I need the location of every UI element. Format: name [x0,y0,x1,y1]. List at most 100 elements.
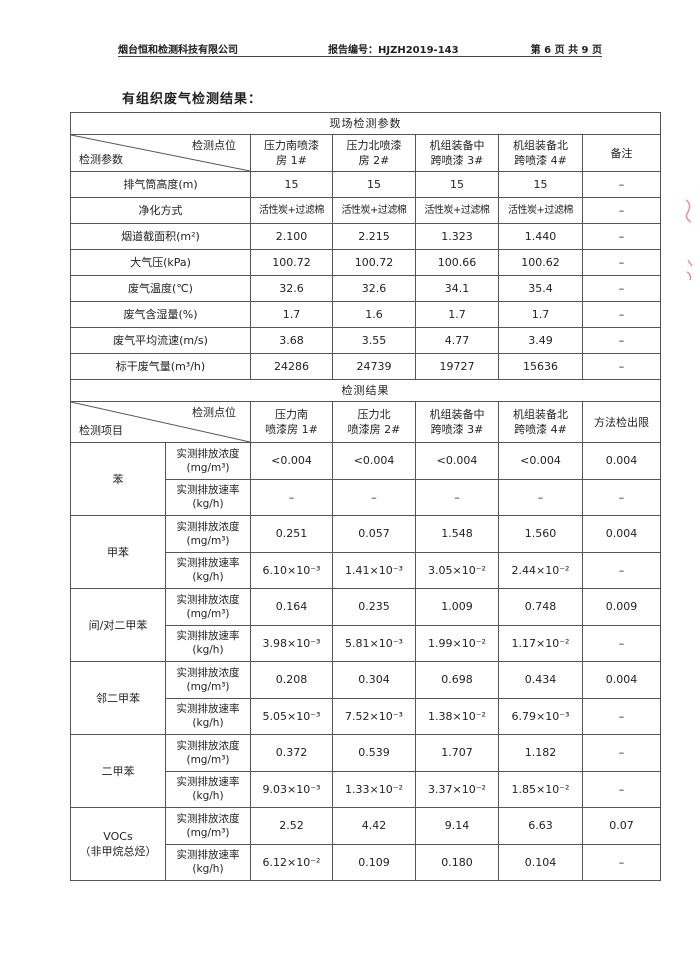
param-remark: – [581,171,662,198]
conc-label: 实测排放浓度 (mg/m³) [165,588,251,626]
corner-top-label: 检测点位 [192,406,236,419]
report-number: 报告编号：HJZH2019-143 [328,45,459,56]
pollutant-name: 苯 [70,442,166,516]
param-remark: – [581,275,662,302]
metric-unit: (kg/h) [192,717,224,730]
conc-label: 实测排放浓度 (mg/m³) [165,807,251,845]
rate-label: 实测排放速率 (kg/h) [165,624,251,662]
param-value: 15 [498,171,583,198]
column-line: 房 1# [276,154,307,167]
param-value: 3.49 [498,327,583,354]
rate-value: 3.98×10⁻³ [250,624,333,662]
conc-value: 4.42 [332,807,416,845]
column-line: 压力北喷漆 [346,139,402,152]
rate-value: 0.109 [332,843,416,881]
param-remark: – [581,327,662,354]
detection-limit: – [581,624,662,662]
result-row-rate: 实测排放速率 (kg/h) 3.98×10⁻³ 5.81×10⁻³ 1.99×10⁻² 1… [71,624,662,662]
column-line: 压力北 [357,408,391,421]
param-value: 活性炭+过滤棉 [250,197,333,224]
metric-name: 实测排放浓度 [176,739,240,752]
param-remark: – [581,223,662,250]
pollutant-name: 间/对二甲苯 [70,588,166,662]
conc-label: 实测排放浓度 (mg/m³) [165,442,251,480]
params-row: 大气压(kPa) 100.72 100.72 100.66 100.62– [70,249,662,276]
result-row-rate: 实测排放速率 (kg/h) 6.10×10⁻³ 1.41×10⁻³ 3.05×10⁻² 2… [71,551,662,589]
rate-value: 2.44×10⁻² [498,551,583,589]
param-value: 32.6 [332,275,416,302]
conc-value: 0.164 [250,588,333,626]
param-value: 19727 [415,353,499,380]
rate-value: 1.99×10⁻² [415,624,499,662]
result-row-rate: 实测排放速率 (kg/h) 5.05×10⁻³ 7.52×10⁻³ 1.38×10⁻² 6… [71,697,662,735]
params-section-title: 现场检测参数 [69,112,662,135]
conc-value: 0.251 [250,515,333,553]
section-title: 有组织废气检测结果： [122,92,263,107]
page-header: 烟台恒和检测科技有限公司 报告编号：HJZH2019-143 第 6 页 共 9… [118,40,602,57]
column-line: 喷漆房 2# [347,423,401,436]
column-line: 压力南喷漆 [264,139,319,152]
param-value: 活性炭+过滤棉 [332,197,416,224]
detection-limit: 0.009 [581,588,662,626]
corner-bottom-label: 检测项目 [79,424,123,437]
corner-top-label: 检测点位 [192,139,236,152]
param-value: 15636 [498,353,583,380]
rate-value: 5.81×10⁻³ [332,624,416,662]
rate-value: 6.10×10⁻³ [250,551,333,589]
param-remark: – [581,301,662,328]
rate-value: 3.37×10⁻² [415,770,499,808]
params-row: 净化方式 活性炭+过滤棉 活性炭+过滤棉 活性炭+过滤棉 活性炭+过滤棉 – [70,197,662,224]
metric-unit: (kg/h) [192,863,224,876]
pollutant-name-line: 苯 [112,472,124,486]
metric-unit: (kg/h) [192,571,224,584]
detection-limit: – [581,478,662,516]
metric-name: 实测排放浓度 [176,666,240,679]
result-row-conc: 二甲苯 实测排放浓度 (mg/m³) 0.372 0.539 1.707 1.182– [70,734,662,808]
metric-name: 实测排放浓度 [176,520,240,533]
param-value: 3.55 [332,327,416,354]
param-label: 废气温度(℃) [70,275,251,302]
rate-value: – [498,478,583,516]
company-name: 烟台恒和检测科技有限公司 [118,45,238,56]
param-value: 35.4 [498,275,583,302]
rate-value: – [415,478,499,516]
rate-value: 1.33×10⁻² [332,770,416,808]
param-value: 34.1 [415,275,499,302]
params-column-header: 机组装备中 跨喷漆 3# [415,134,499,172]
conc-value: 0.057 [332,515,416,553]
metric-name: 实测排放速率 [176,484,240,497]
page-number: 第 6 页 共 9 页 [530,45,602,56]
result-row-rate: 实测排放速率 (kg/h) 6.12×10⁻² 0.109 0.180 0.104– [71,843,662,881]
params-header-row: 检测点位 检测参数 压力南喷漆房 1# 压力北喷漆房 2# 机组装备中 跨喷漆 3# 机组… [70,134,662,172]
conc-label: 实测排放浓度 (mg/m³) [165,515,251,553]
results-column-header: 压力南 喷漆房 1# [250,401,333,443]
param-value: 32.6 [250,275,333,302]
metric-name: 实测排放速率 [176,557,240,570]
detection-limit: 0.004 [581,661,662,699]
column-line: 压力南 [275,408,308,421]
metric-unit: (kg/h) [192,498,224,511]
detection-limit: – [581,551,662,589]
params-column-header: 压力北喷漆房 2# [332,134,416,172]
param-value: 1.7 [415,301,499,328]
detection-limit: – [581,843,662,881]
param-value: 1.440 [498,223,583,250]
conc-value: <0.004 [332,442,416,480]
param-value: 24286 [250,353,333,380]
column-line: 跨喷漆 4# [514,154,567,167]
metric-name: 实测排放浓度 [176,447,240,460]
param-value: 15 [250,171,333,198]
metric-name: 实测排放浓度 [176,812,240,825]
results-column-header: 机组装备北 跨喷漆 4# [498,401,583,443]
rate-value: – [250,478,333,516]
rate-label: 实测排放速率 (kg/h) [165,770,251,808]
conc-value: <0.004 [250,442,333,480]
params-section-row: 现场检测参数 [69,112,662,135]
result-row-conc: 苯实测排放浓度 (mg/m³) <0.004 <0.004 <0.004 <0.004 0.… [70,442,662,516]
results-column-header: 机组装备中 跨喷漆 3# [415,401,499,443]
metric-unit: (mg/m³) [186,534,230,547]
remark-header: 备注 [581,134,662,172]
column-line: 机组装备中 [429,408,485,421]
metric-name: 实测排放速率 [176,776,240,789]
rate-label: 实测排放速率 (kg/h) [165,551,251,589]
